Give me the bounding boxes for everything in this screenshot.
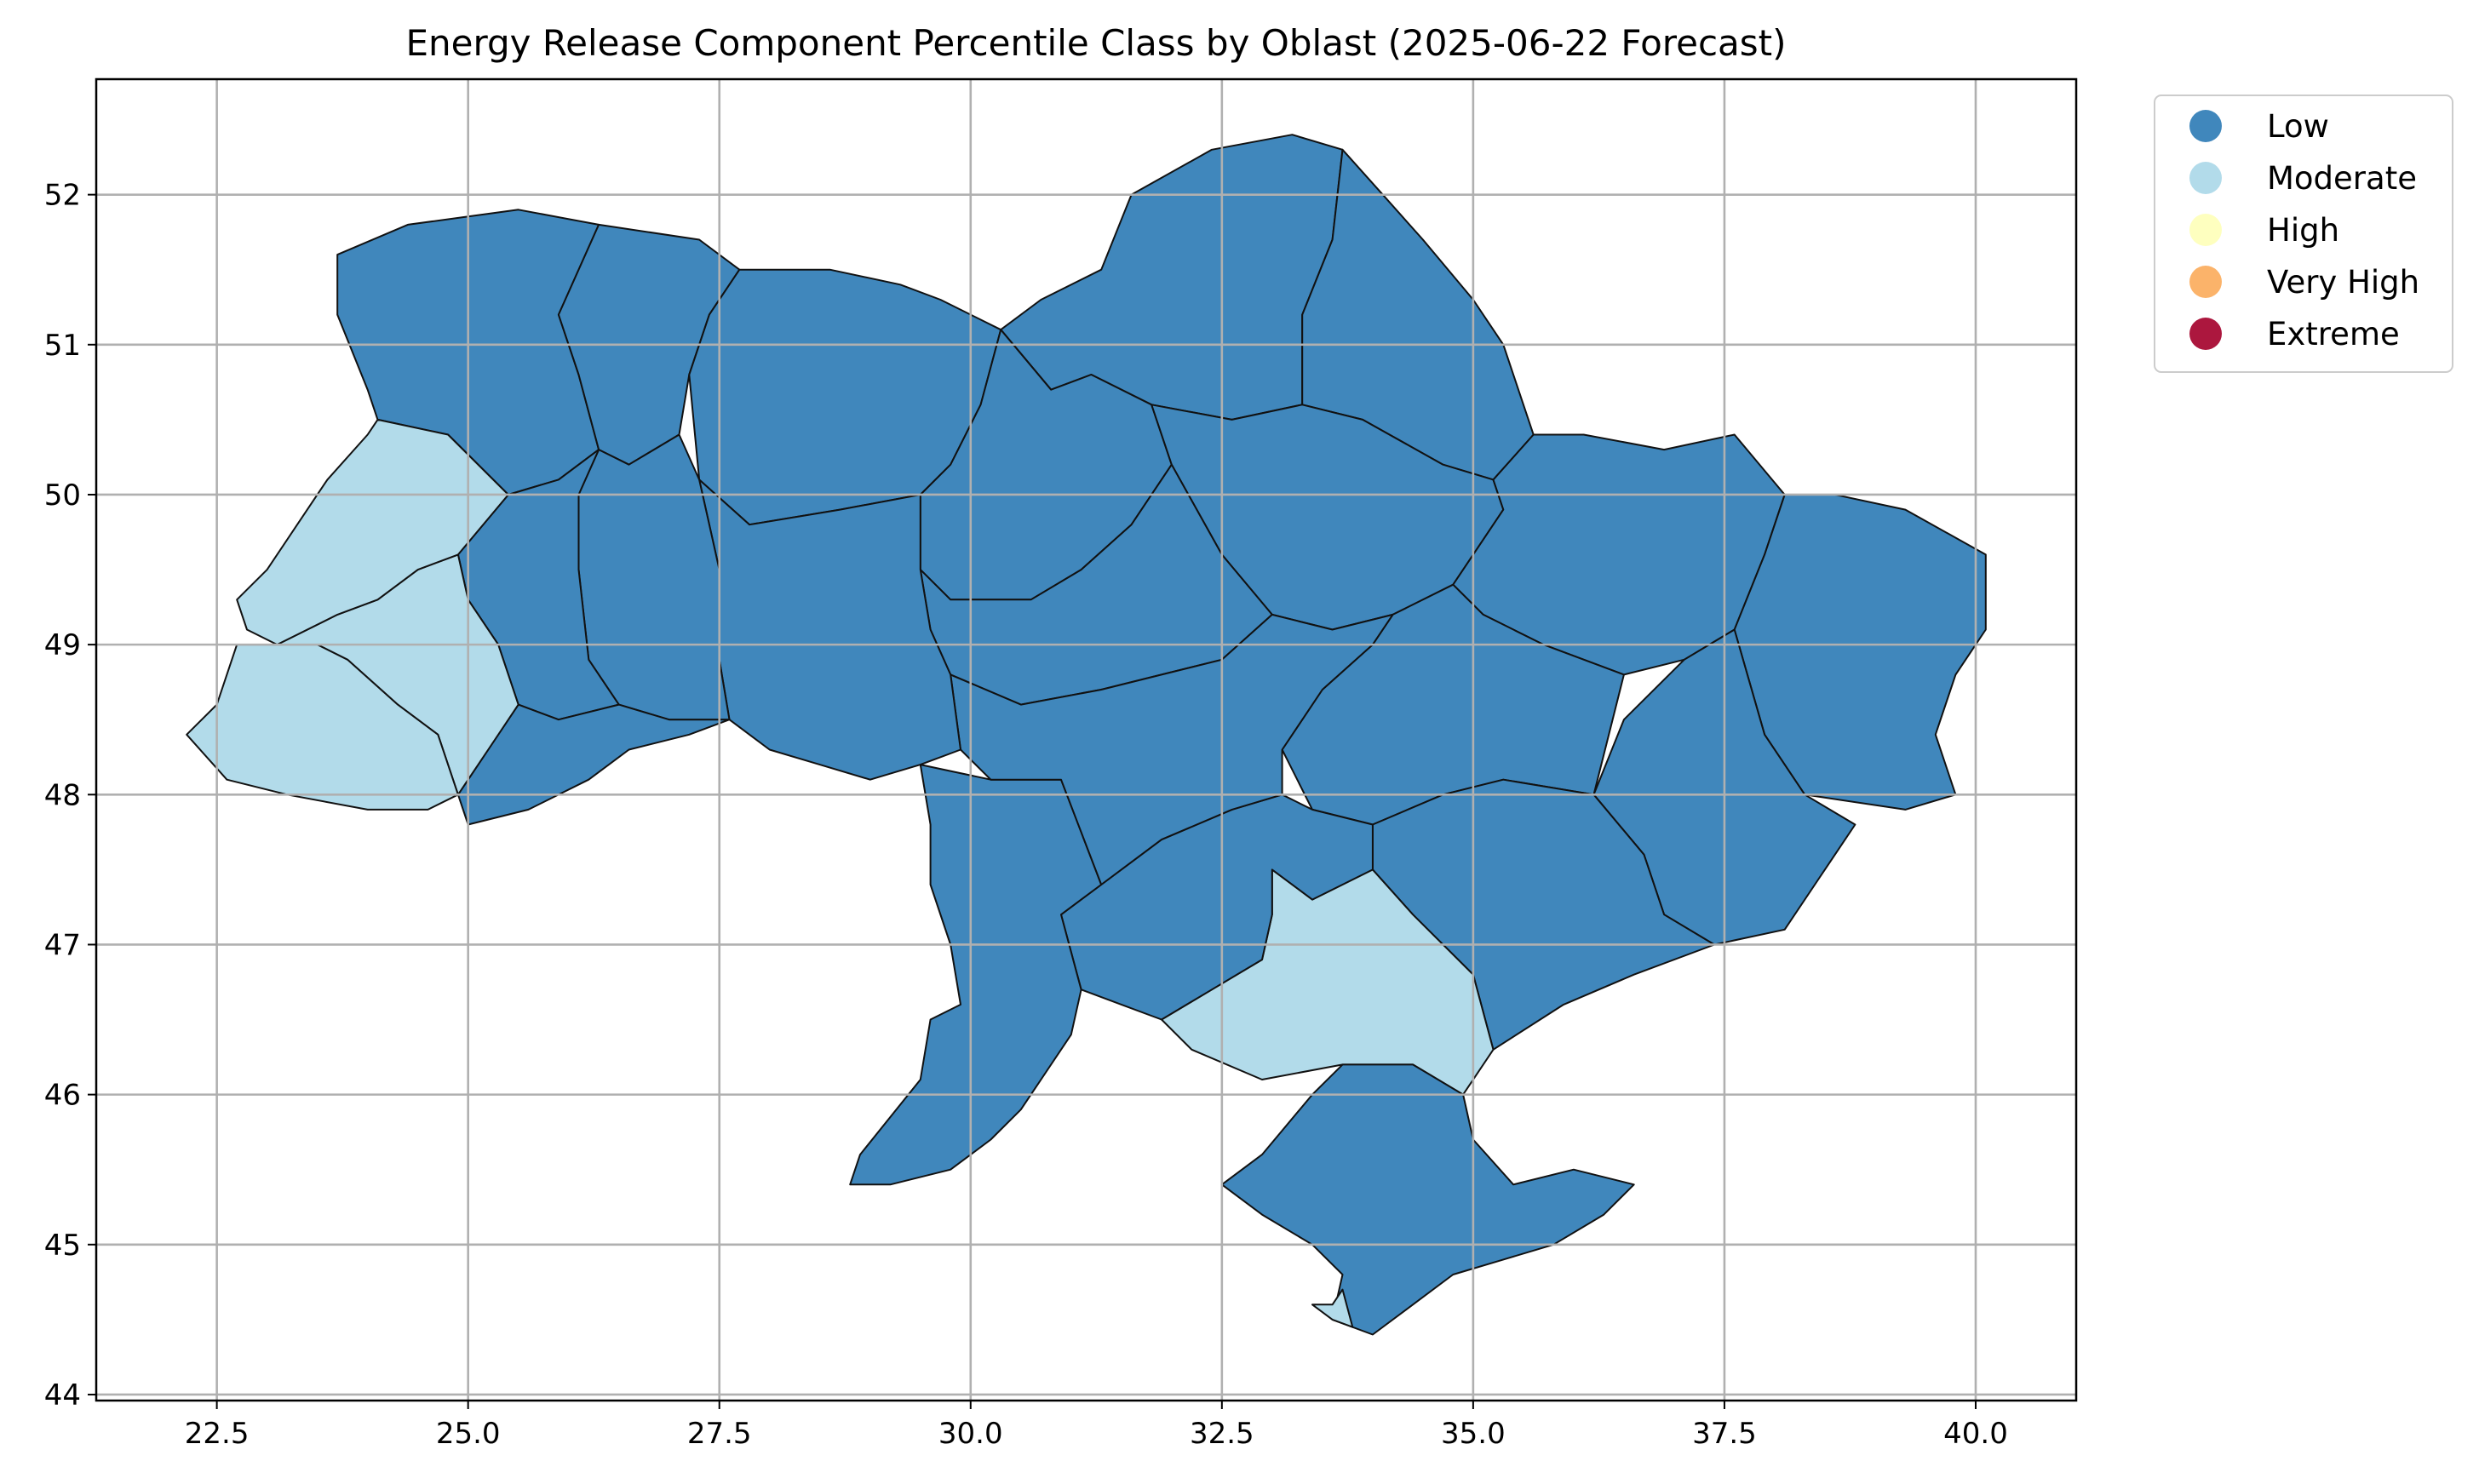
legend-box: [2154, 95, 2453, 373]
x-tick-label: 32.5: [1190, 1417, 1254, 1451]
plot-area: 22.5 25.0 27.5 30.0 32.5 35.0 37.5 40.0 44 45 46 47…: [44, 77, 2078, 1451]
legend-marker-very-high: [2189, 266, 2222, 298]
legend-label: High: [2267, 212, 2339, 249]
legend-label: Extreme: [2267, 316, 2400, 352]
legend-marker-extreme: [2189, 318, 2222, 350]
oblast-region-15: [849, 764, 1103, 1186]
oblast-region-17: [950, 613, 1394, 885]
x-tick-label: 27.5: [687, 1417, 752, 1451]
x-tick-label: 40.0: [1943, 1417, 2008, 1451]
legend-marker-low: [2189, 110, 2222, 142]
y-tick-label: 52: [44, 179, 81, 213]
legend-label: Moderate: [2267, 160, 2417, 197]
map-title: Energy Release Component Percentile Clas…: [405, 22, 1786, 64]
legend-marker-high: [2189, 214, 2222, 246]
x-tick-label: 37.5: [1692, 1417, 1757, 1451]
legend-label: Very High: [2267, 264, 2419, 301]
y-tick-label: 44: [44, 1378, 81, 1412]
y-tick-label: 48: [44, 778, 81, 812]
legend-label: Low: [2267, 108, 2329, 145]
y-tick-label: 47: [44, 928, 81, 962]
x-tick-label: 35.0: [1441, 1417, 1506, 1451]
y-tick-label: 50: [44, 478, 81, 513]
axes-frame: [95, 77, 2078, 1402]
oblast-region-23: [236, 418, 509, 646]
legend: Low Moderate High Very High Extreme: [2154, 95, 2453, 373]
x-tick-label: 25.0: [436, 1417, 501, 1451]
y-tick-label: 51: [44, 329, 81, 363]
oblast-region-4: [1000, 134, 1344, 421]
oblast-region-26: [1311, 1288, 1354, 1328]
y-tick-label: 45: [44, 1229, 81, 1263]
x-tick-label: 22.5: [185, 1417, 250, 1451]
legend-marker-moderate: [2189, 162, 2222, 194]
y-tick-label: 46: [44, 1079, 81, 1113]
oblast-region-25: [1220, 1063, 1635, 1336]
y-tick-label: 49: [44, 628, 81, 662]
x-tick-label: 30.0: [938, 1417, 1003, 1451]
